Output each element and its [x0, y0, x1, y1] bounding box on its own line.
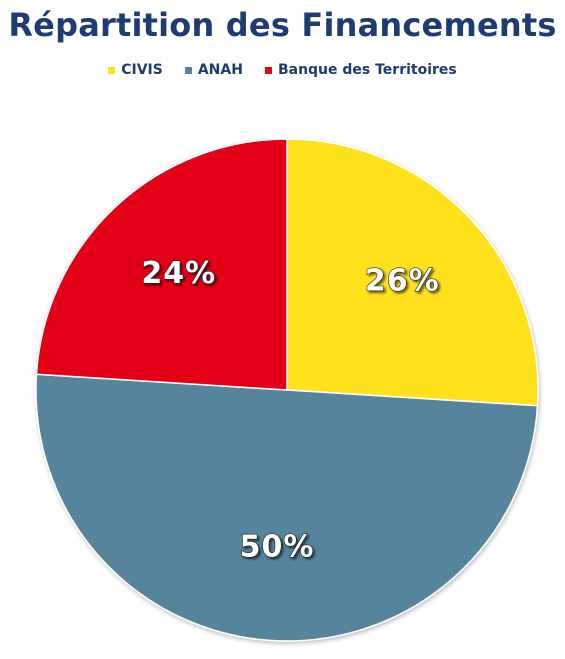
- legend-swatch-anah: [184, 66, 192, 74]
- pie-slices: [35, 138, 539, 642]
- legend-item-banque-des-territoires: Banque des Territoires: [264, 62, 457, 78]
- legend-label-anah: ANAH: [197, 62, 243, 78]
- pie-value-labels: 26% 50% 24%: [141, 256, 440, 565]
- chart-title: Répartition des Financements: [8, 6, 557, 44]
- slice-value-label-civis: 26%: [365, 263, 440, 298]
- legend-swatch-civis: [108, 66, 116, 74]
- pie-slice-banque-des-territoires: [35, 138, 288, 391]
- legend-label-civis: CIVIS: [121, 62, 163, 78]
- slice-value-label-anah: 50%: [240, 529, 315, 564]
- legend-swatch-banque-des-territoires: [264, 66, 272, 74]
- slice-value-label-banque-des-territoires: 24%: [141, 256, 216, 291]
- legend-item-civis: CIVIS: [108, 62, 163, 78]
- pie-slice-anah: [35, 373, 539, 642]
- legend-label-banque-des-territoires: Banque des Territoires: [277, 62, 457, 78]
- chart-legend: CIVIS ANAH Banque des Territoires: [0, 62, 565, 78]
- pie-slice-civis: [286, 138, 539, 407]
- legend-item-anah: ANAH: [184, 62, 243, 78]
